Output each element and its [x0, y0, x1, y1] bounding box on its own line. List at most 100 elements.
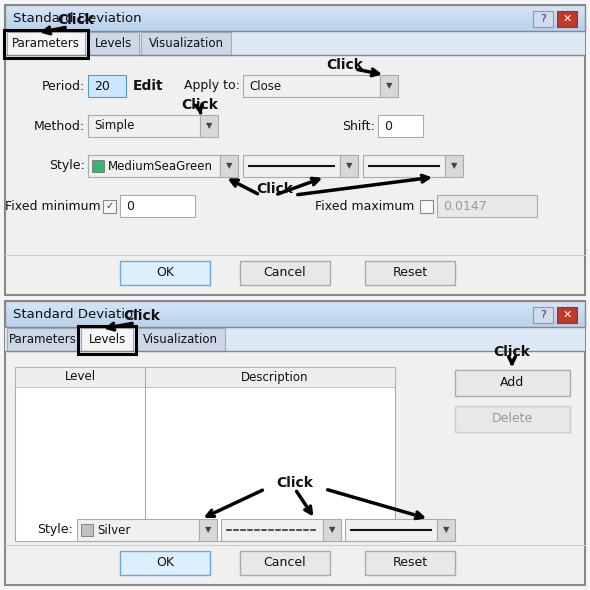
Text: Levels: Levels — [94, 37, 132, 50]
Text: ▼: ▼ — [442, 526, 449, 535]
Bar — [363, 155, 445, 177]
Text: Apply to:: Apply to: — [184, 80, 240, 93]
Text: Description: Description — [241, 371, 309, 384]
Bar — [81, 524, 93, 536]
Bar — [5, 26, 585, 27]
Bar — [5, 22, 585, 23]
Bar — [5, 301, 585, 585]
Bar — [135, 328, 225, 351]
Text: ▼: ▼ — [329, 526, 335, 535]
Bar — [5, 15, 585, 16]
Text: ▼: ▼ — [346, 162, 352, 171]
Text: Style:: Style: — [37, 523, 73, 536]
Bar — [240, 261, 330, 285]
Text: Click: Click — [326, 58, 363, 72]
Bar — [557, 11, 577, 27]
Bar — [5, 18, 585, 19]
Bar — [5, 303, 585, 304]
Text: ✓: ✓ — [106, 202, 113, 211]
Text: Visualization: Visualization — [149, 37, 224, 50]
Bar — [5, 327, 585, 351]
Bar — [5, 8, 585, 9]
Bar — [240, 551, 330, 575]
Text: ?: ? — [540, 14, 546, 24]
Bar — [5, 307, 585, 308]
Bar — [88, 75, 126, 97]
Bar — [365, 261, 455, 285]
Text: ▼: ▼ — [386, 81, 392, 90]
Bar — [7, 328, 79, 351]
Text: ▼: ▼ — [206, 122, 212, 130]
Bar — [5, 318, 585, 319]
Bar — [5, 24, 585, 25]
Bar — [120, 551, 210, 575]
Bar — [5, 323, 585, 324]
Bar — [5, 13, 585, 14]
Bar — [5, 319, 585, 320]
Bar — [557, 307, 577, 323]
Text: Method:: Method: — [34, 120, 85, 133]
Text: Standard Deviation: Standard Deviation — [13, 307, 142, 320]
Bar — [120, 261, 210, 285]
Text: Shift:: Shift: — [342, 120, 375, 133]
Text: Level: Level — [64, 371, 96, 384]
Bar — [5, 23, 585, 24]
Text: Click: Click — [182, 98, 218, 112]
Bar — [5, 317, 585, 318]
Bar — [5, 314, 585, 315]
Bar — [243, 155, 340, 177]
Bar — [5, 9, 585, 10]
Bar — [5, 14, 585, 15]
Bar — [5, 309, 585, 310]
Text: MediumSeaGreen: MediumSeaGreen — [108, 159, 213, 172]
Bar — [5, 21, 585, 22]
Text: Parameters: Parameters — [12, 37, 80, 50]
Text: Levels: Levels — [88, 333, 126, 346]
Text: 0.0147: 0.0147 — [443, 199, 487, 212]
Bar — [7, 32, 85, 55]
Bar — [5, 315, 585, 316]
Bar — [5, 28, 585, 29]
Bar — [5, 322, 585, 323]
Text: OK: OK — [156, 267, 174, 280]
Text: OK: OK — [156, 556, 174, 569]
Bar — [5, 7, 585, 8]
Bar — [5, 25, 585, 26]
Bar — [5, 324, 585, 325]
Bar — [5, 10, 585, 11]
Bar — [5, 326, 585, 327]
Bar — [5, 313, 585, 314]
Bar — [5, 321, 585, 322]
Bar — [141, 32, 231, 55]
Bar — [5, 19, 585, 20]
Bar — [5, 31, 585, 55]
Text: Click: Click — [123, 309, 160, 323]
Text: Parameters: Parameters — [9, 333, 77, 346]
Bar — [5, 20, 585, 21]
Bar — [15, 367, 395, 541]
Text: Cancel: Cancel — [264, 556, 306, 569]
Text: ?: ? — [540, 310, 546, 320]
Bar — [77, 519, 199, 541]
Text: Click: Click — [494, 345, 530, 359]
Text: Edit: Edit — [133, 79, 163, 93]
Text: Standard Deviation: Standard Deviation — [13, 11, 142, 25]
Text: Period:: Period: — [42, 80, 85, 93]
Bar — [5, 310, 585, 311]
Text: Visualization: Visualization — [143, 333, 218, 346]
Bar — [5, 305, 585, 306]
Bar — [120, 195, 195, 217]
Text: Reset: Reset — [392, 556, 428, 569]
Text: Click: Click — [257, 182, 293, 196]
Bar — [4, 30, 88, 58]
Bar — [88, 115, 200, 137]
Bar — [420, 200, 433, 213]
Bar — [380, 75, 398, 97]
Text: Delete: Delete — [492, 412, 533, 425]
Bar — [5, 16, 585, 17]
Bar — [5, 312, 585, 313]
Bar — [220, 155, 238, 177]
Bar — [5, 11, 585, 12]
Bar — [5, 302, 585, 303]
Text: Reset: Reset — [392, 267, 428, 280]
